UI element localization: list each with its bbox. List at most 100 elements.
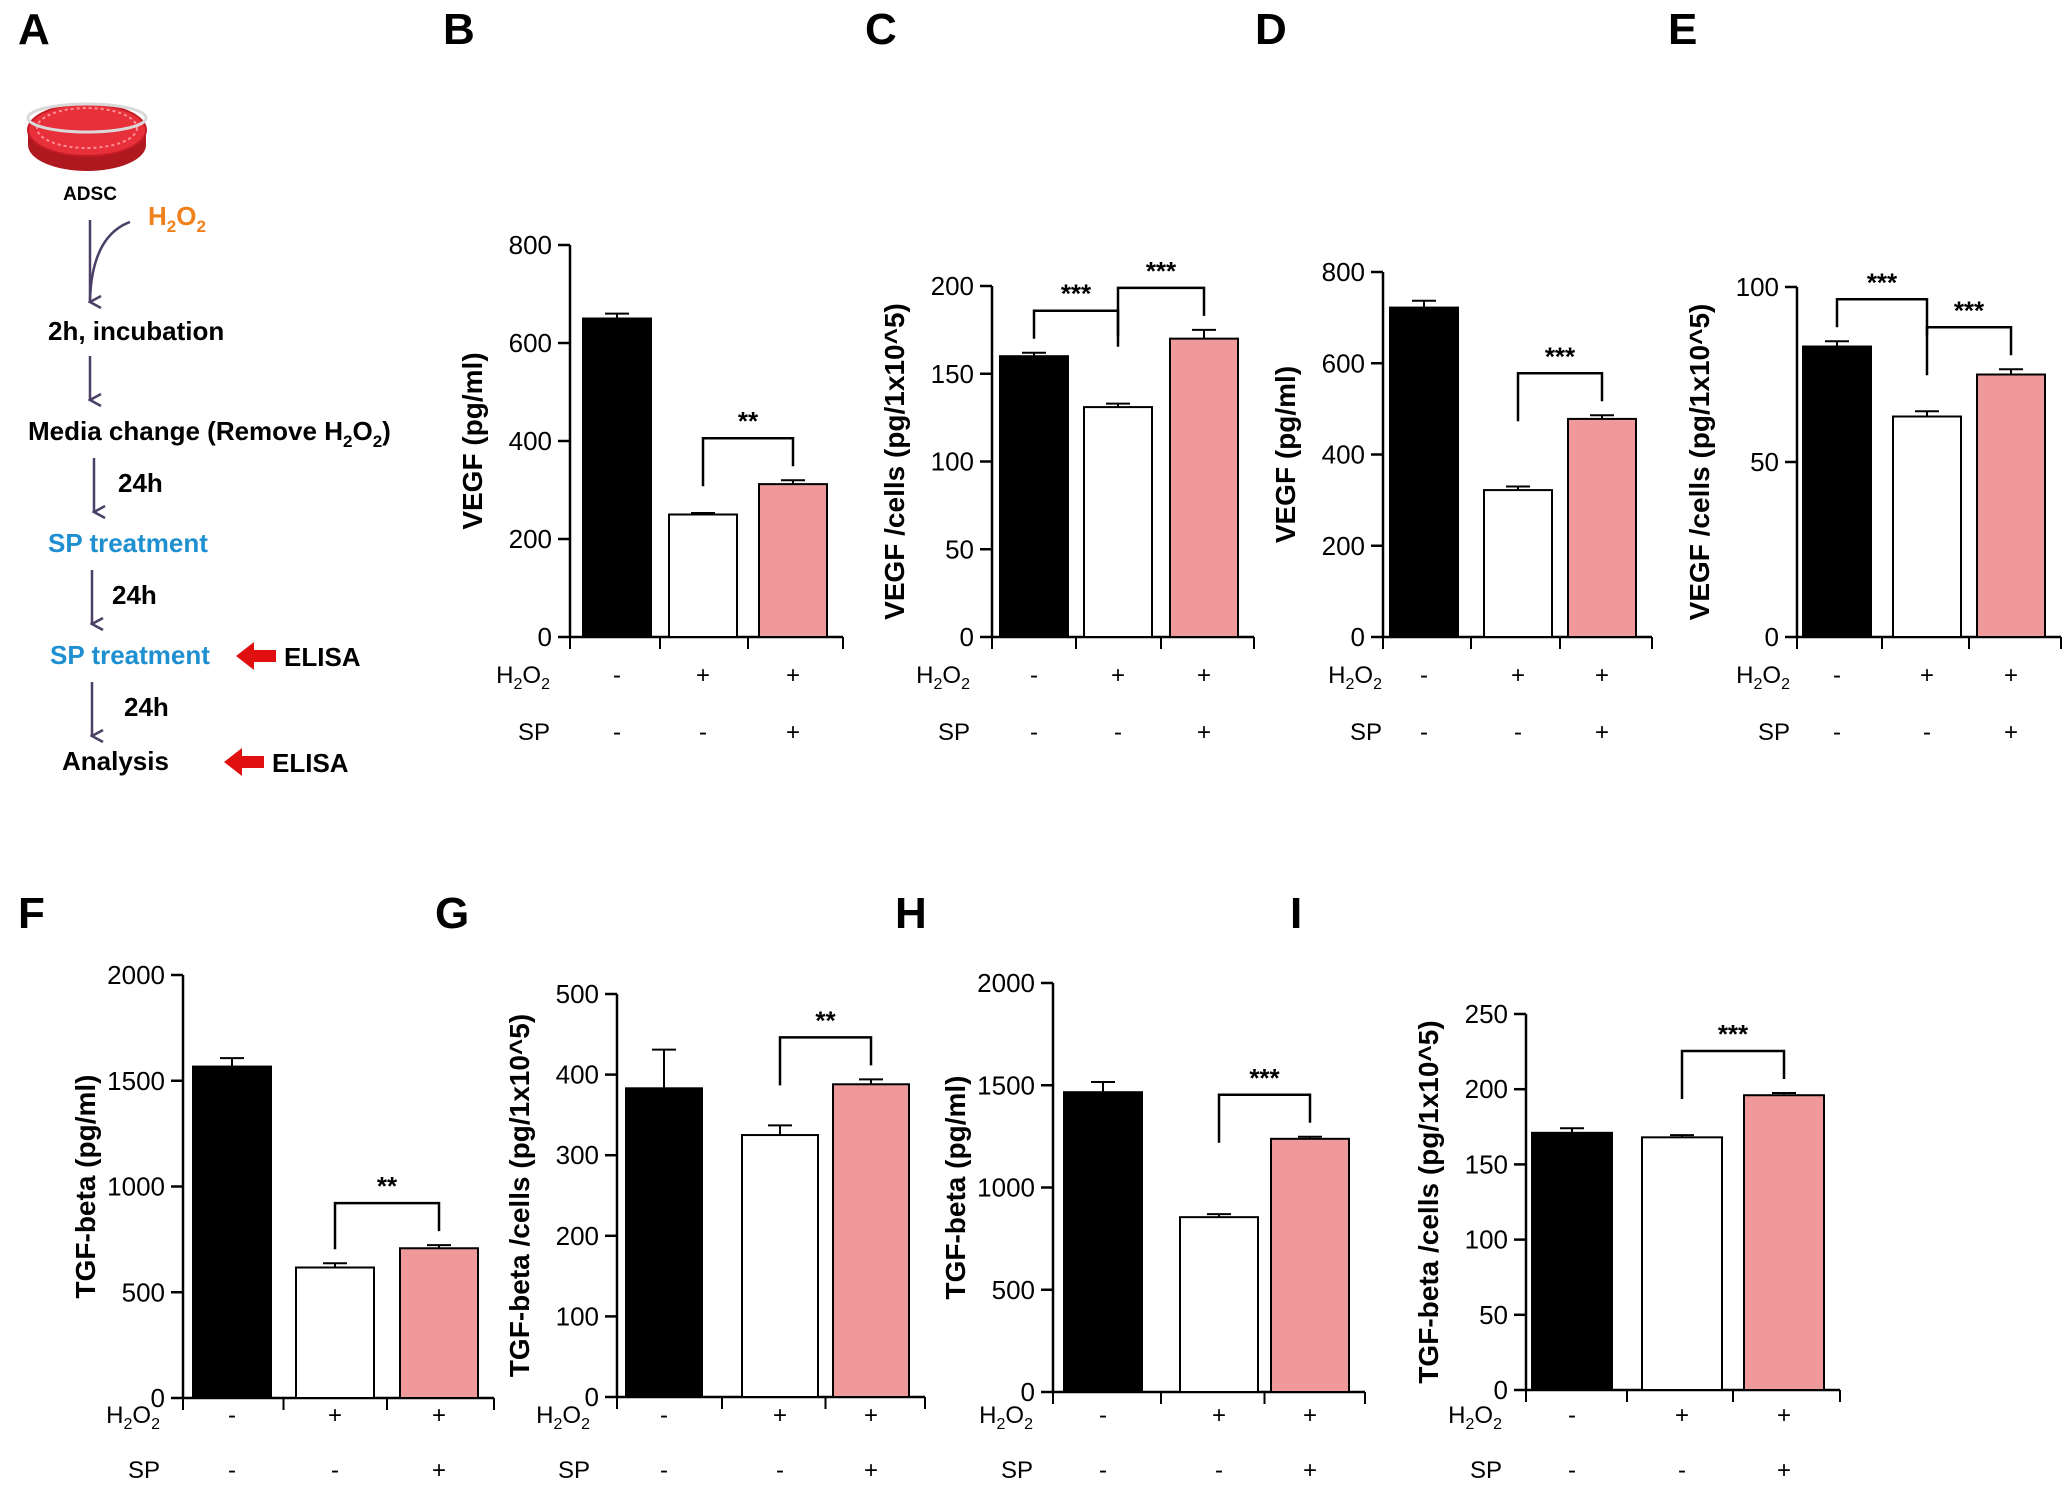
y-tick-label: 50 [1750, 447, 1779, 477]
y-axis-label: TGF-beta (pg/ml) [940, 1076, 971, 1300]
condition-value-h2o2: - [1030, 662, 1038, 689]
condition-value-h2o2: - [660, 1402, 668, 1429]
condition-label-part: 2 [1024, 1416, 1033, 1433]
bar-sp [1270, 1137, 1350, 1393]
panel-letter: I [1290, 889, 1302, 938]
significance-label: *** [1867, 267, 1898, 297]
y-tick-label: 200 [509, 524, 552, 554]
significance-bracket [1032, 309, 1120, 347]
bar-h2o2 [668, 513, 738, 638]
y-tick-label: 100 [556, 1301, 599, 1331]
panel-letter: B [443, 5, 475, 54]
y-tick-label: 400 [556, 1060, 599, 1090]
condition-label-part: O [1474, 1402, 1493, 1429]
bar-sp [1169, 337, 1239, 638]
condition-label-part: O [132, 1402, 151, 1429]
condition-value-sp: + [1197, 719, 1211, 746]
condition-value-h2o2: + [786, 662, 800, 689]
condition-value-h2o2: - [228, 1402, 236, 1429]
condition-label-part: 2 [1754, 676, 1763, 693]
y-tick-label: 2000 [107, 960, 165, 990]
condition-value-h2o2: - [1099, 1402, 1107, 1429]
h2o2-suffix: O [176, 201, 196, 231]
condition-label-part: O [1354, 662, 1373, 689]
condition-label-part: 2 [1346, 676, 1355, 693]
condition-label-h2o2: H2O2 [106, 1402, 160, 1433]
h2o2-label: H2O2 [148, 201, 206, 236]
condition-label-part: O [1762, 662, 1781, 689]
h2o2-subscript: 2 [167, 217, 176, 236]
significance-label: ** [377, 1171, 398, 1201]
chart-panel-g: G 0 100 200 300 400 500 TGF-beta /cells (pg/1x1… [435, 889, 926, 1484]
step-sp-treatment-1: SP treatment [48, 528, 208, 558]
panel-letter: C [865, 5, 897, 54]
h2o2-prefix: H [148, 201, 167, 231]
y-axis-label: VEGF /cells (pg/1x10^5) [1684, 304, 1715, 621]
condition-value-h2o2: + [696, 662, 710, 689]
condition-value-h2o2: + [1197, 662, 1211, 689]
interval-2: 24h [112, 580, 157, 610]
step-media-change: Media change (Remove H2O2) [28, 416, 391, 451]
condition-label-part: 2 [1493, 1416, 1502, 1433]
condition-value-h2o2: + [328, 1402, 342, 1429]
bar-h2o2 [295, 1266, 375, 1400]
bar-sp [758, 483, 828, 638]
condition-label-part: H [1448, 1402, 1465, 1429]
condition-label-part: H [916, 662, 933, 689]
condition-label-part: 2 [1781, 676, 1790, 693]
condition-value-h2o2: + [1595, 662, 1609, 689]
condition-label-part: 2 [514, 676, 523, 693]
condition-label-part: 2 [554, 1416, 563, 1433]
condition-value-h2o2: - [1420, 662, 1428, 689]
y-axis-label: VEGF (pg/ml) [457, 352, 488, 529]
significance-bracket [1835, 298, 1929, 336]
y-tick-label: 500 [122, 1277, 165, 1307]
condition-value-sp: - [1923, 719, 1931, 746]
bar-h2o2 [1892, 415, 1962, 638]
significance-label: *** [1061, 279, 1092, 309]
significance-label: ** [738, 406, 759, 436]
condition-value-sp: - [331, 1457, 339, 1484]
condition-value-sp: + [432, 1457, 446, 1484]
condition-label-sp: SP [1350, 719, 1382, 746]
y-tick-label: 0 [1765, 622, 1779, 652]
condition-label-part: 2 [541, 676, 550, 693]
condition-label-part: 2 [581, 1416, 590, 1433]
interval-3: 24h [124, 692, 169, 722]
condition-value-h2o2: - [613, 662, 621, 689]
y-tick-label: 150 [1465, 1149, 1508, 1179]
significance-bracket [333, 1201, 441, 1250]
y-tick-label: 600 [1322, 348, 1365, 378]
significance-bracket [778, 1036, 873, 1086]
y-tick-label: 500 [992, 1275, 1035, 1305]
y-tick-label: 100 [1736, 272, 1779, 302]
y-tick-label: 200 [931, 271, 974, 301]
significance-label: ** [815, 1005, 836, 1035]
elisa-arrow-icon [236, 642, 276, 670]
condition-value-sp: - [1678, 1457, 1686, 1484]
h2o2-merge-arrow [88, 220, 131, 301]
condition-value-sp: - [1030, 719, 1038, 746]
condition-label-part: H [1736, 662, 1753, 689]
y-tick-label: 100 [1465, 1225, 1508, 1255]
condition-value-h2o2: - [1568, 1402, 1576, 1429]
condition-value-sp: - [1215, 1457, 1223, 1484]
elisa-label-2: ELISA [272, 748, 349, 778]
bar-h2o2 [741, 1134, 819, 1399]
bar-sp [399, 1247, 479, 1400]
condition-value-h2o2: + [1212, 1402, 1226, 1429]
condition-value-sp: - [1420, 719, 1428, 746]
chart-panel-i: I 0 50 100 150 200 250 TGF-beta /cells (pg/1x10… [1290, 889, 1841, 1484]
bar-control [625, 1087, 703, 1398]
y-tick-label: 1500 [977, 1070, 1035, 1100]
y-tick-label: 2000 [977, 968, 1035, 998]
condition-value-sp: - [1568, 1457, 1576, 1484]
condition-label-part: 2 [1373, 676, 1382, 693]
interval-1: 24h [118, 468, 163, 498]
panel-letter: G [435, 889, 469, 938]
bar-h2o2 [1641, 1136, 1723, 1391]
condition-value-h2o2: - [1833, 662, 1841, 689]
condition-label-part: O [562, 1402, 581, 1429]
condition-label-h2o2: H2O2 [496, 662, 550, 693]
